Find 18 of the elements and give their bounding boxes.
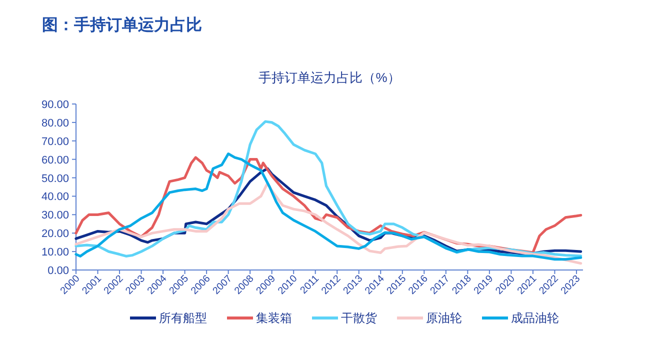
y-tick-label: 20.00 — [41, 228, 69, 240]
y-tick-label: 50.00 — [41, 172, 69, 185]
legend-label: 原油轮 — [426, 311, 462, 325]
y-tick-label: 0.00 — [48, 265, 69, 277]
y-tick-label: 70.00 — [41, 136, 69, 148]
legend-label: 干散货 — [341, 311, 377, 325]
y-tick-label: 30.00 — [41, 210, 69, 222]
chart-subtitle: 手持订单运力占比（%） — [258, 70, 400, 85]
line-series — [74, 182, 582, 265]
legend-label: 集装箱 — [256, 311, 292, 325]
y-tick-label: 80.00 — [41, 117, 69, 130]
y-tick-label: 10.00 — [41, 246, 69, 259]
legend-label: 成品油轮 — [511, 311, 559, 325]
y-tick-label: 60.00 — [41, 154, 69, 166]
y-tick-label: 40.00 — [41, 191, 69, 204]
y-tick-label: 90.00 — [41, 99, 69, 111]
chart-title: 图：手持订单运力占比 — [42, 16, 202, 34]
legend-label: 所有船型 — [159, 311, 207, 325]
